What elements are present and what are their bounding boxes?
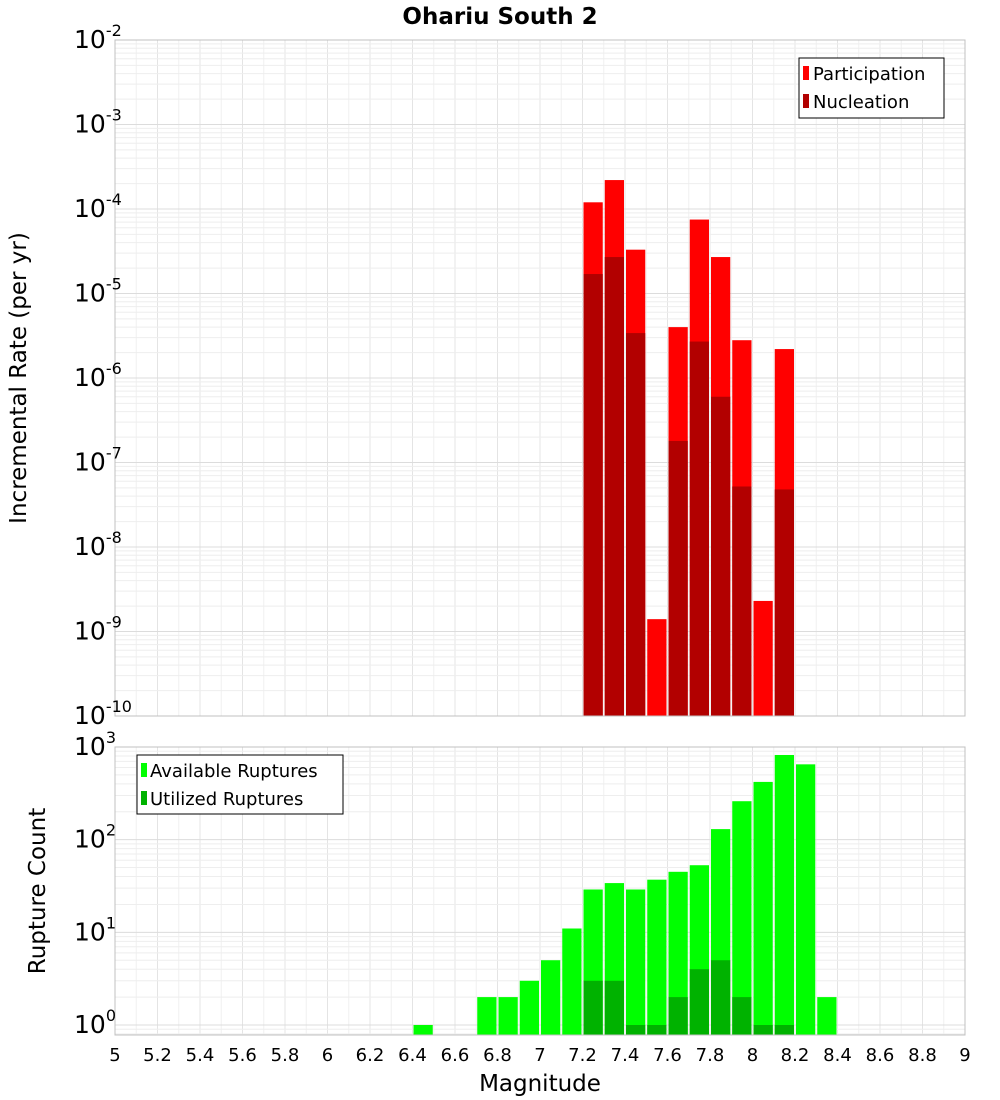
top-grid: [114, 40, 966, 717]
chart-title: Ohariu South 2: [402, 4, 597, 30]
x-tick-label: 7: [534, 1045, 545, 1066]
top-bar-participation: [753, 600, 773, 716]
bottom-bar-available-ruptures: [796, 764, 816, 1035]
x-tick-label: 5: [109, 1045, 120, 1066]
bottom-bar-available-ruptures: [774, 754, 794, 1035]
top-bar-nucleation: [689, 341, 709, 716]
x-tick-label: 5.4: [186, 1045, 215, 1066]
top-legend: Participation Nucleation: [798, 57, 945, 119]
top-bar-nucleation: [604, 257, 624, 716]
bottom-y-tick-label: 101: [74, 913, 116, 946]
top-bar-participation: [647, 619, 667, 716]
x-tick-label: 6.8: [483, 1045, 512, 1066]
bottom-bar-available-ruptures: [498, 997, 518, 1035]
top-y-tick-label: 10-7: [74, 444, 122, 477]
x-tick-label: 7.2: [568, 1045, 597, 1066]
bottom-y-tick-label: 100: [74, 1006, 116, 1039]
x-tick-label: 6.6: [441, 1045, 470, 1066]
bottom-bar-available-ruptures: [413, 1025, 433, 1035]
legend-swatch-available-ruptures: [141, 763, 147, 777]
legend-label-nucleation: Nucleation: [813, 92, 909, 113]
top-bar-nucleation: [774, 489, 794, 716]
bottom-bar-utilized-ruptures: [711, 960, 731, 1035]
top-y-tick-label: 10-4: [74, 190, 122, 223]
bottom-y-axis-label: Rupture Count: [25, 808, 51, 974]
bottom-bar-available-ruptures: [626, 889, 646, 1035]
top-y-axis-label: Incremental Rate (per yr): [6, 232, 32, 524]
top-bars: [583, 180, 794, 717]
bottom-bars: [413, 754, 837, 1035]
legend-swatch-nucleation: [803, 94, 809, 108]
x-tick-label: 8.6: [866, 1045, 895, 1066]
bottom-bar-utilized-ruptures: [774, 1025, 794, 1035]
x-tick-label: 9: [959, 1045, 970, 1066]
bottom-bar-utilized-ruptures: [647, 1025, 667, 1035]
top-y-tick-label: 10-2: [74, 21, 122, 54]
x-tick-label: 7.8: [696, 1045, 725, 1066]
top-y-tick-label: 10-10: [74, 697, 132, 730]
bottom-bar-available-ruptures: [477, 997, 497, 1035]
top-y-tick-label: 10-3: [74, 106, 122, 139]
x-tick-label: 7.4: [611, 1045, 640, 1066]
bottom-bar-utilized-ruptures: [583, 980, 603, 1035]
x-axis-label: Magnitude: [479, 1071, 601, 1097]
top-y-tick-labels: 10-2 10-3 10-4 10-5 10-6 10-7 10-8 10-9 10-10: [74, 21, 132, 730]
x-tick-label: 6.2: [356, 1045, 385, 1066]
top-y-tick-label: 10-6: [74, 359, 122, 392]
top-y-tick-label: 10-8: [74, 528, 122, 561]
bottom-bar-available-ruptures: [817, 997, 837, 1035]
x-tick-labels: 5 5.2 5.4 5.6 5.8 6 6.2 6.4 6.6 6.8 7 7.2 7.4 7.6 7.8 8…: [109, 1045, 970, 1066]
bottom-bar-available-ruptures: [668, 871, 688, 1035]
x-tick-label: 8.2: [781, 1045, 810, 1066]
top-bar-nucleation: [711, 396, 731, 716]
top-legend-box: [798, 57, 945, 119]
x-tick-label: 6.4: [398, 1045, 427, 1066]
bottom-y-tick-label: 102: [74, 821, 116, 854]
x-tick-label: 5.6: [228, 1045, 257, 1066]
top-bar-nucleation: [583, 274, 603, 716]
bottom-plot-border: [114, 746, 966, 1036]
top-y-tick-label: 10-5: [74, 275, 122, 308]
bottom-bar-utilized-ruptures: [604, 980, 624, 1035]
legend-swatch-utilized-ruptures: [141, 791, 147, 805]
x-tick-label: 5.2: [143, 1045, 172, 1066]
bottom-bar-available-ruptures: [519, 980, 539, 1035]
bottom-bar-available-ruptures: [562, 928, 582, 1035]
bottom-y-tick-label: 103: [74, 728, 116, 761]
top-bar-nucleation: [668, 440, 688, 716]
legend-label-utilized-ruptures: Utilized Ruptures: [150, 789, 303, 810]
bottom-bar-utilized-ruptures: [732, 997, 752, 1035]
x-tick-label: 6: [322, 1045, 333, 1066]
bottom-bar-available-ruptures: [732, 801, 752, 1035]
bottom-y-tick-labels: 103 102 101 100: [74, 728, 116, 1039]
x-tick-label: 7.6: [653, 1045, 682, 1066]
bottom-bar-available-ruptures: [647, 879, 667, 1035]
bottom-bar-utilized-ruptures: [668, 997, 688, 1035]
bottom-bar-utilized-ruptures: [626, 1025, 646, 1035]
bottom-bar-available-ruptures: [541, 960, 561, 1035]
top-y-tick-label: 10-9: [74, 613, 122, 646]
top-bar-nucleation: [626, 333, 646, 716]
bottom-bar-utilized-ruptures: [689, 969, 709, 1035]
x-tick-label: 8.8: [908, 1045, 937, 1066]
bottom-legend: Available Ruptures Utilized Ruptures: [136, 754, 344, 815]
top-plot-border: [114, 39, 966, 717]
x-tick-label: 5.8: [271, 1045, 300, 1066]
legend-label-available-ruptures: Available Ruptures: [150, 761, 318, 782]
bottom-legend-box: [136, 754, 344, 815]
x-tick-label: 8: [747, 1045, 758, 1066]
legend-swatch-participation: [803, 66, 809, 80]
bottom-bar-utilized-ruptures: [753, 1025, 773, 1035]
x-tick-label: 8.4: [823, 1045, 852, 1066]
legend-label-participation: Participation: [813, 64, 925, 85]
bottom-bar-available-ruptures: [753, 781, 773, 1035]
top-bar-nucleation: [732, 486, 752, 716]
